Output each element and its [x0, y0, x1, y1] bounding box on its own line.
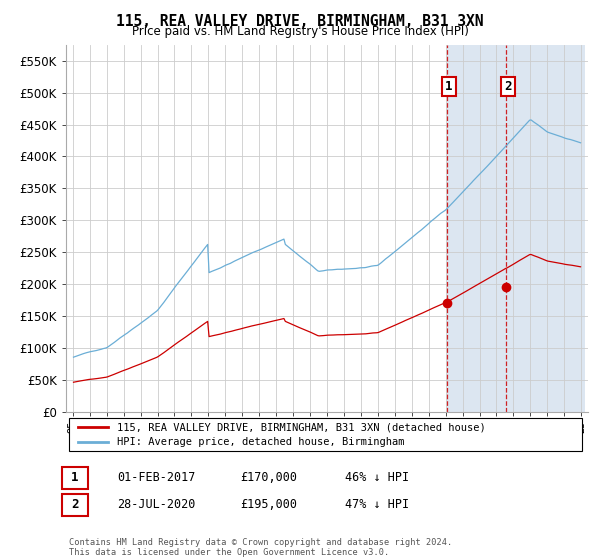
- Text: HPI: Average price, detached house, Birmingham: HPI: Average price, detached house, Birm…: [117, 437, 404, 447]
- Text: 2: 2: [505, 80, 512, 93]
- Bar: [447, 45, 584, 412]
- Text: 47% ↓ HPI: 47% ↓ HPI: [345, 497, 409, 511]
- Text: 1: 1: [71, 470, 79, 484]
- Text: 01-FEB-2017: 01-FEB-2017: [117, 470, 196, 484]
- Text: Price paid vs. HM Land Registry's House Price Index (HPI): Price paid vs. HM Land Registry's House …: [131, 25, 469, 38]
- Text: 46% ↓ HPI: 46% ↓ HPI: [345, 470, 409, 484]
- Text: £170,000: £170,000: [240, 470, 297, 484]
- Text: Contains HM Land Registry data © Crown copyright and database right 2024.
This d: Contains HM Land Registry data © Crown c…: [69, 538, 452, 557]
- Text: £195,000: £195,000: [240, 497, 297, 511]
- Text: 115, REA VALLEY DRIVE, BIRMINGHAM, B31 3XN (detached house): 115, REA VALLEY DRIVE, BIRMINGHAM, B31 3…: [117, 422, 486, 432]
- Text: 115, REA VALLEY DRIVE, BIRMINGHAM, B31 3XN: 115, REA VALLEY DRIVE, BIRMINGHAM, B31 3…: [116, 14, 484, 29]
- Text: 28-JUL-2020: 28-JUL-2020: [117, 497, 196, 511]
- Text: 2: 2: [71, 497, 79, 511]
- Text: 1: 1: [445, 80, 452, 93]
